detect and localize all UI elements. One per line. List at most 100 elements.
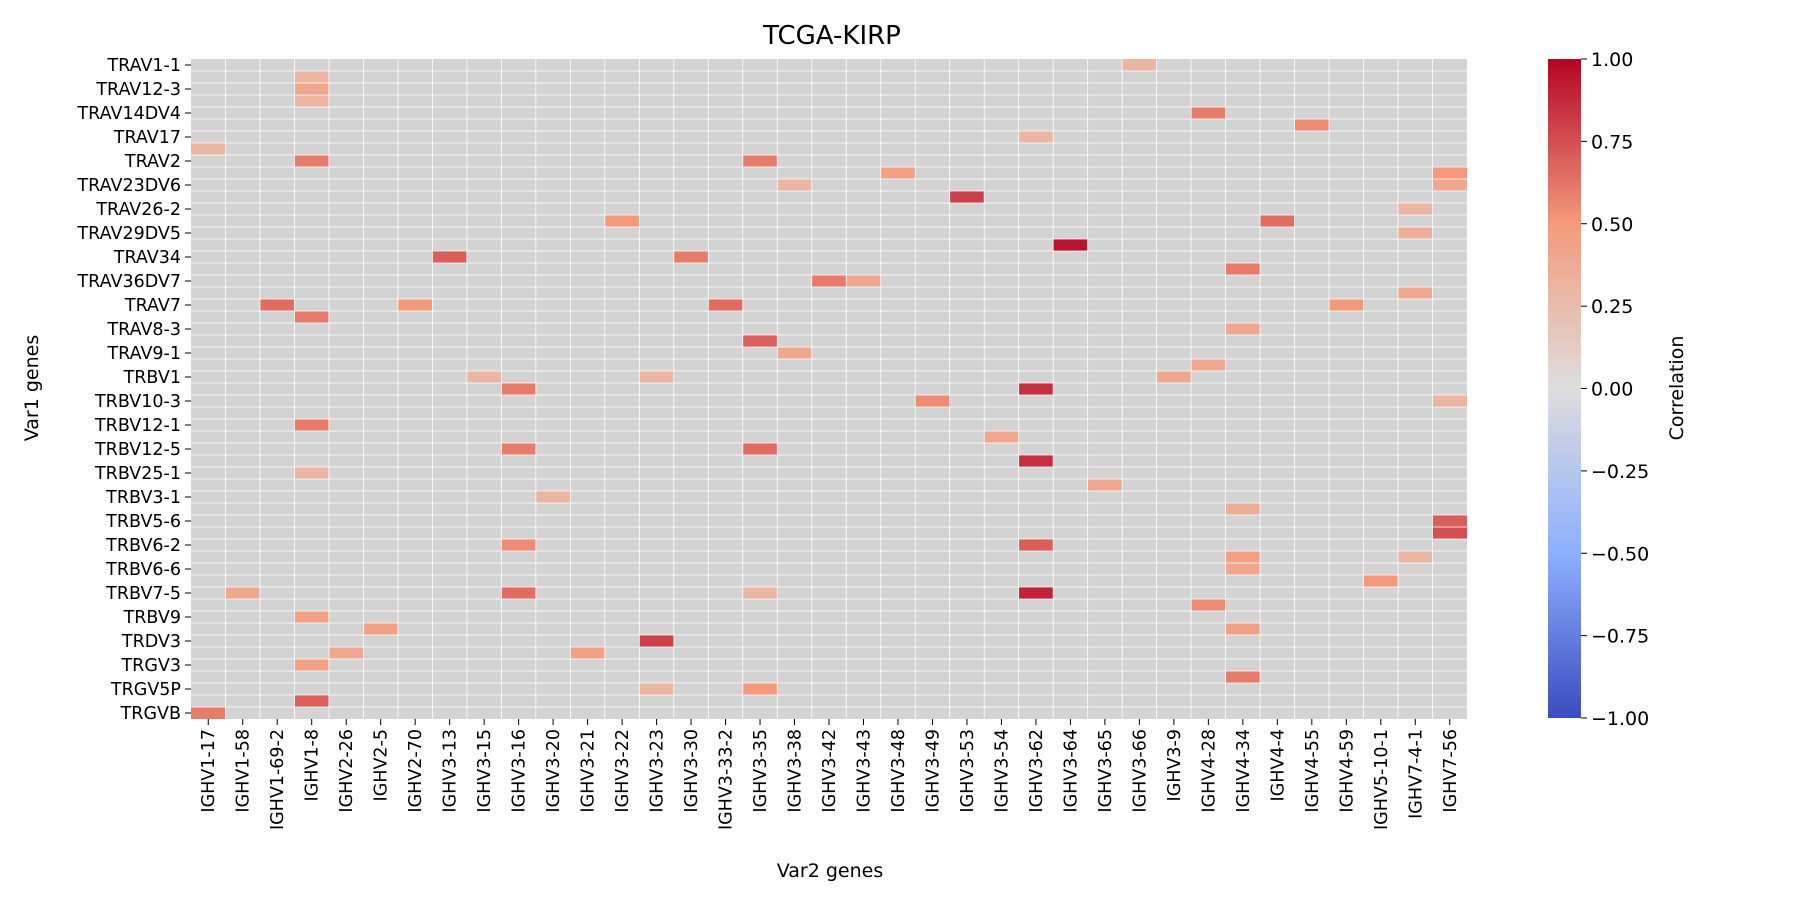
heatmap-cell bbox=[259, 299, 295, 311]
y-tick-label: TRBV6-6 bbox=[105, 560, 181, 580]
x-axis-label: Var2 genes bbox=[777, 860, 884, 882]
y-tick-label: TRBV10-3 bbox=[94, 392, 181, 412]
heatmap-cell bbox=[1087, 479, 1123, 491]
y-tick-label: TRAV36DV7 bbox=[76, 272, 181, 292]
heatmap-cells bbox=[191, 59, 1467, 719]
x-tick-label: IGHV4-34 bbox=[1234, 729, 1254, 813]
heatmap-cell bbox=[742, 155, 778, 167]
y-tick-label: TRBV7-5 bbox=[105, 584, 181, 604]
heatmap-cell bbox=[328, 647, 364, 659]
colorbar-gradient bbox=[1548, 59, 1581, 718]
colorbar-tick-label: −0.75 bbox=[1591, 626, 1649, 648]
x-tick-label: IGHV4-55 bbox=[1303, 729, 1323, 813]
heatmap-cell bbox=[501, 383, 536, 395]
x-tick-label: IGHV3-62 bbox=[1027, 729, 1047, 813]
heatmap-cell bbox=[742, 443, 778, 455]
y-tick-label: TRGV5P bbox=[110, 680, 181, 700]
heatmap-cell bbox=[742, 587, 778, 599]
y-tick-label: TRGV3 bbox=[120, 656, 181, 676]
heatmap-cell bbox=[363, 623, 398, 635]
heatmap-cell bbox=[1294, 119, 1330, 131]
colorbar-tick-label: 0.00 bbox=[1591, 379, 1633, 401]
y-tick-label: TRBV25-1 bbox=[94, 464, 181, 484]
colorbar-tick-label: −0.25 bbox=[1591, 461, 1649, 483]
heatmap-cell bbox=[535, 491, 571, 503]
heatmap-cell bbox=[639, 635, 674, 647]
x-tick-label: IGHV3-65 bbox=[1096, 729, 1116, 813]
colorbar-tick-label: 0.50 bbox=[1591, 214, 1633, 236]
x-axis-ticks: IGHV1-17 IGHV1-58 IGHV1-69-2 IGHV1-8 IGHV2-2… bbox=[199, 719, 1461, 830]
heatmap-cell bbox=[191, 143, 226, 155]
x-tick-label: IGHV3-13 bbox=[441, 729, 461, 813]
heatmap-cell bbox=[191, 707, 226, 719]
heatmap-cell bbox=[1018, 131, 1054, 143]
colorbar-tick-label: −1.00 bbox=[1591, 708, 1649, 730]
y-tick-label: TRBV6-2 bbox=[105, 536, 181, 556]
x-tick-label: IGHV3-64 bbox=[1061, 729, 1081, 813]
heatmap-cell bbox=[570, 647, 605, 659]
heatmap-cell bbox=[673, 251, 709, 263]
heatmap-cell bbox=[1398, 203, 1433, 215]
y-tick-label: TRAV34 bbox=[113, 248, 181, 268]
y-tick-label: TRAV9-1 bbox=[106, 344, 181, 364]
x-tick-label: IGHV3-53 bbox=[958, 729, 978, 813]
heatmap-cell bbox=[1018, 587, 1054, 599]
colorbar-tick-label: −0.50 bbox=[1591, 543, 1649, 565]
heatmap-cell bbox=[1225, 563, 1261, 575]
x-tick-label: IGHV3-30 bbox=[682, 729, 702, 813]
heatmap-cell bbox=[294, 659, 329, 671]
heatmap-cell bbox=[1398, 551, 1433, 563]
heatmap-cell bbox=[639, 371, 674, 383]
x-tick-label: IGHV1-58 bbox=[234, 729, 254, 813]
heatmap-cell bbox=[1432, 515, 1467, 527]
heatmap-cell bbox=[294, 83, 329, 95]
heatmap-cell bbox=[1018, 455, 1054, 467]
y-tick-label: TRDV3 bbox=[121, 632, 181, 652]
heatmap-cell bbox=[742, 335, 778, 347]
heatmap-cell bbox=[225, 587, 260, 599]
x-tick-label: IGHV4-4 bbox=[1268, 729, 1288, 801]
y-tick-label: TRAV23DV6 bbox=[76, 176, 181, 196]
y-tick-label: TRAV14DV4 bbox=[76, 104, 181, 124]
chart-title: TCGA-KIRP bbox=[762, 21, 901, 51]
x-tick-label: IGHV3-54 bbox=[992, 729, 1012, 813]
heatmap-cell bbox=[777, 179, 812, 191]
y-tick-label: TRBV5-6 bbox=[105, 512, 181, 532]
heatmap-background bbox=[191, 59, 1467, 719]
heatmap-cell bbox=[949, 191, 985, 203]
y-tick-label: TRAV8-3 bbox=[106, 320, 181, 340]
heatmap-cell bbox=[604, 215, 640, 227]
heatmap-cell bbox=[294, 611, 329, 623]
x-tick-label: IGHV4-59 bbox=[1337, 729, 1357, 813]
heatmap-cell bbox=[811, 275, 847, 287]
heatmap-cell bbox=[1018, 539, 1054, 551]
y-tick-label: TRAV7 bbox=[124, 296, 181, 316]
heatmap-cell bbox=[1432, 179, 1467, 191]
x-tick-label: IGHV1-17 bbox=[199, 729, 219, 813]
x-tick-label: IGHV3-42 bbox=[820, 729, 840, 813]
x-tick-label: IGHV3-20 bbox=[544, 729, 564, 813]
heatmap-cell bbox=[915, 395, 950, 407]
x-tick-label: IGHV3-66 bbox=[1130, 729, 1150, 813]
y-axis-ticks: TRAV1-1 TRAV12-3 TRAV14DV4 TRAV17 TRAV2 TRAV2… bbox=[76, 56, 191, 724]
heatmap-cell bbox=[708, 299, 743, 311]
x-tick-label: IGHV1-8 bbox=[303, 729, 323, 801]
heatmap-cell bbox=[1398, 227, 1433, 239]
heatmap-cell bbox=[846, 275, 881, 287]
heatmap-cell bbox=[1225, 263, 1261, 275]
colorbar-tick-label: 0.75 bbox=[1591, 131, 1633, 153]
heatmap-cell bbox=[432, 251, 467, 263]
x-tick-label: IGHV1-69-2 bbox=[268, 729, 288, 830]
heatmap-cell bbox=[294, 71, 329, 83]
y-tick-label: TRGVB bbox=[120, 704, 181, 724]
heatmap-cell bbox=[1432, 167, 1467, 179]
x-tick-label: IGHV3-15 bbox=[475, 729, 495, 813]
x-tick-label: IGHV3-16 bbox=[510, 729, 530, 813]
heatmap-cell bbox=[294, 695, 329, 707]
heatmap-cell bbox=[639, 683, 674, 695]
colorbar-label: Correlation bbox=[1666, 336, 1688, 441]
heatmap-cell bbox=[1191, 359, 1226, 371]
heatmap-cell bbox=[777, 347, 812, 359]
heatmap-cell bbox=[1018, 383, 1054, 395]
